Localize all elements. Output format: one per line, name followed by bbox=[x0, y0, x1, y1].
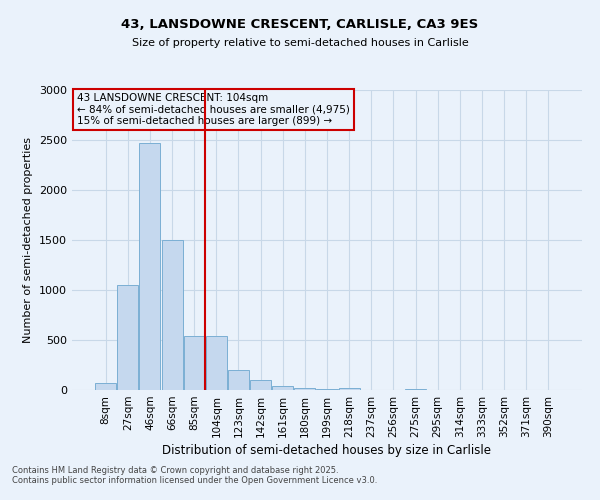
Text: Contains HM Land Registry data © Crown copyright and database right 2025.
Contai: Contains HM Land Registry data © Crown c… bbox=[12, 466, 377, 485]
Bar bbox=[250, 380, 271, 390]
Y-axis label: Number of semi-detached properties: Number of semi-detached properties bbox=[23, 137, 34, 343]
Text: 43, LANSDOWNE CRESCENT, CARLISLE, CA3 9ES: 43, LANSDOWNE CRESCENT, CARLISLE, CA3 9E… bbox=[121, 18, 479, 30]
Text: Size of property relative to semi-detached houses in Carlisle: Size of property relative to semi-detach… bbox=[131, 38, 469, 48]
Bar bbox=[405, 388, 426, 390]
Bar bbox=[118, 285, 139, 390]
Text: 43 LANSDOWNE CRESCENT: 104sqm
← 84% of semi-detached houses are smaller (4,975)
: 43 LANSDOWNE CRESCENT: 104sqm ← 84% of s… bbox=[77, 93, 350, 126]
Bar bbox=[272, 386, 293, 390]
Bar bbox=[139, 143, 160, 390]
Bar bbox=[95, 382, 116, 390]
Bar bbox=[338, 388, 359, 390]
Bar bbox=[161, 240, 182, 390]
Bar bbox=[184, 336, 205, 390]
Bar bbox=[295, 388, 316, 390]
Bar bbox=[316, 389, 338, 390]
Bar bbox=[206, 336, 227, 390]
X-axis label: Distribution of semi-detached houses by size in Carlisle: Distribution of semi-detached houses by … bbox=[163, 444, 491, 457]
Bar bbox=[228, 370, 249, 390]
